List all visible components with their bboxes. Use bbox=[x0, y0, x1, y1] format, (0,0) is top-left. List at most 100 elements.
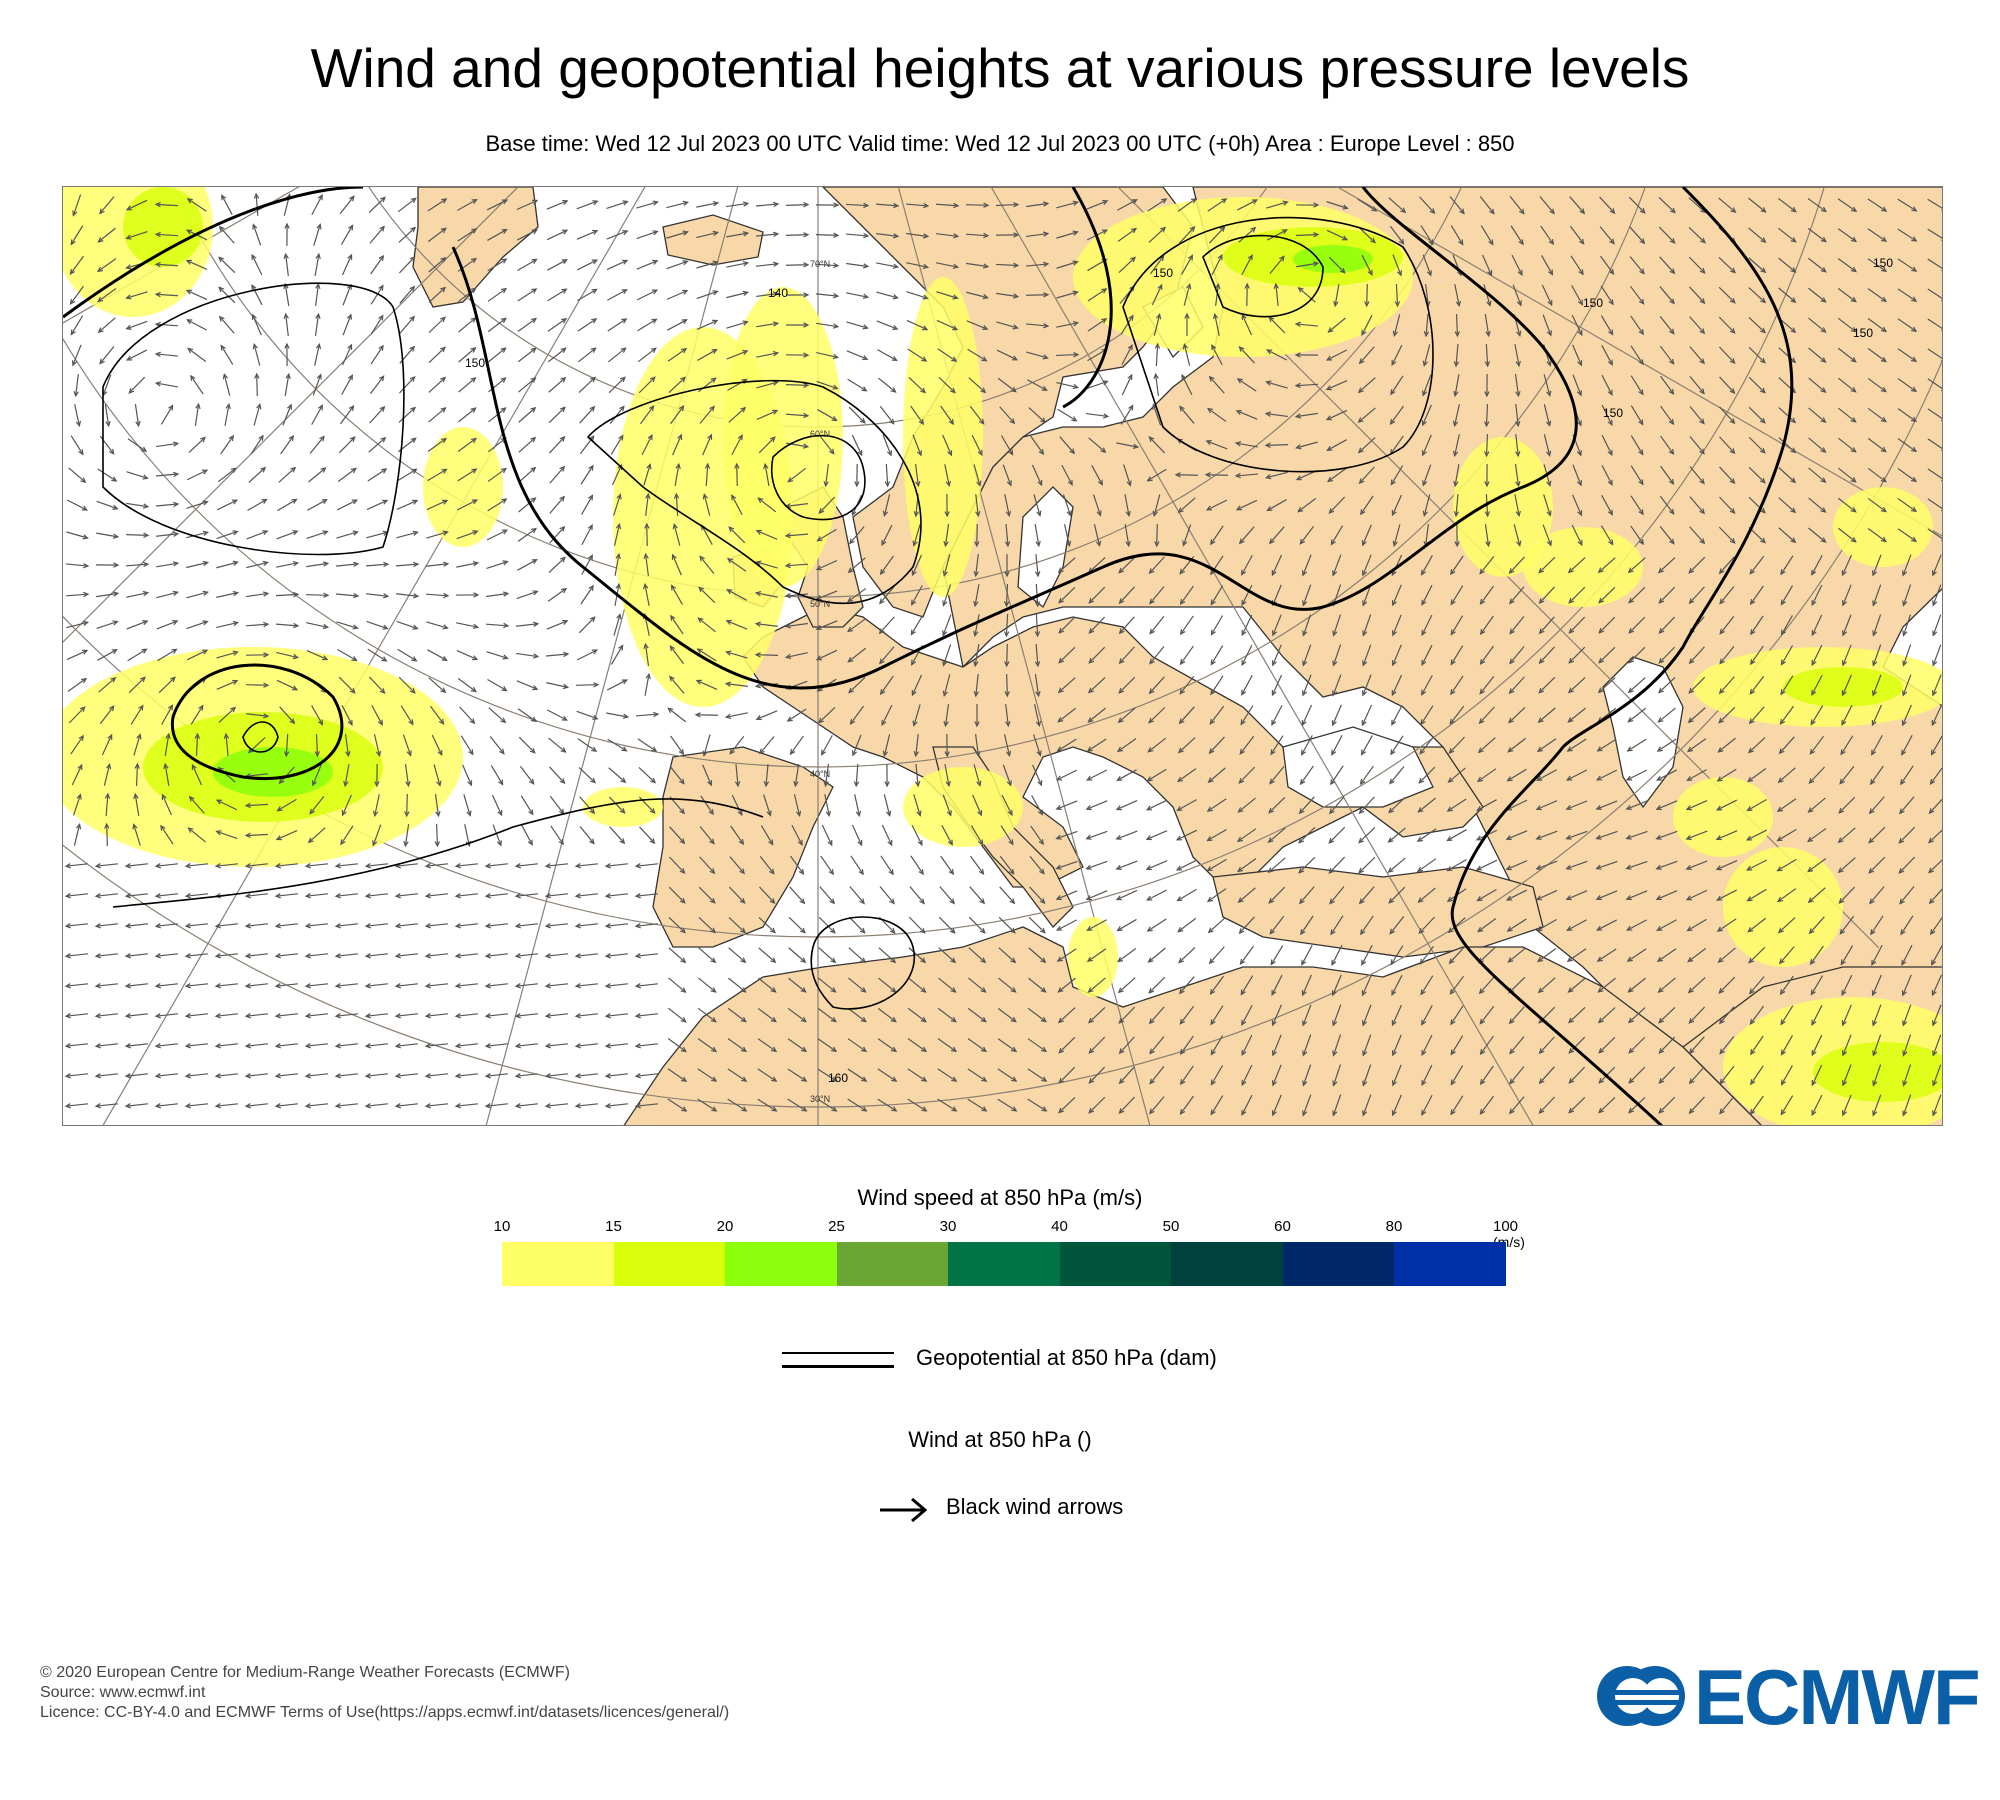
wind-arrow bbox=[1599, 226, 1615, 245]
wind-arrow bbox=[1508, 1096, 1525, 1115]
wind-arrow bbox=[1421, 1034, 1433, 1057]
wind-arrow bbox=[1749, 1095, 1764, 1116]
wind-arrow bbox=[1688, 226, 1706, 244]
wind-arrow bbox=[965, 202, 990, 208]
wind-arrow bbox=[98, 676, 117, 693]
wind-arrow bbox=[756, 291, 780, 298]
wind-arrow bbox=[1391, 644, 1402, 667]
wind-arrow bbox=[847, 1038, 868, 1053]
wind-arrow bbox=[1362, 1004, 1372, 1027]
wind-arrow bbox=[1270, 735, 1284, 756]
wind-arrow bbox=[284, 342, 290, 367]
wind-arrow bbox=[486, 529, 509, 541]
wind-arrow bbox=[1685, 799, 1708, 811]
wind-arrow bbox=[1268, 796, 1286, 814]
wind-arrow bbox=[1154, 342, 1161, 367]
wind-arrow bbox=[548, 406, 566, 424]
colorbar-tick-label: 100 bbox=[1492, 1218, 1519, 1235]
wind-arrow bbox=[487, 317, 507, 333]
wind-arrow bbox=[1388, 886, 1406, 904]
wind-arrow bbox=[1927, 528, 1942, 542]
wind-arrow bbox=[1897, 198, 1918, 212]
wind-arrow bbox=[457, 677, 477, 693]
wind-speed-area bbox=[1453, 437, 1553, 577]
wind-arrow bbox=[1358, 226, 1376, 244]
wind-arrow bbox=[398, 256, 416, 274]
wind-arrow bbox=[134, 404, 141, 428]
wind-arrow bbox=[1601, 404, 1613, 427]
wind-arrow bbox=[580, 584, 594, 605]
wind-arrow bbox=[69, 285, 84, 306]
wind-arrow bbox=[876, 233, 900, 239]
wind-arrow bbox=[433, 764, 442, 787]
wind-arrow bbox=[1513, 524, 1522, 547]
wind-arrow bbox=[643, 463, 652, 486]
wind-arrow bbox=[726, 349, 749, 360]
wind-arrow bbox=[364, 953, 388, 959]
wind-arrow bbox=[1898, 826, 1916, 844]
wind-arrow bbox=[154, 1043, 178, 1049]
wind-arrow bbox=[399, 315, 415, 334]
wind-arrow bbox=[883, 794, 892, 818]
wind-arrow bbox=[1454, 523, 1460, 548]
wind-arrow bbox=[1927, 198, 1942, 211]
wind-arrow bbox=[967, 1098, 988, 1112]
wind-arrow bbox=[315, 282, 321, 306]
wind-arrow bbox=[1568, 646, 1586, 664]
wind-arrow bbox=[278, 766, 295, 785]
wind-arrow bbox=[1055, 860, 1078, 870]
wind-arrow bbox=[125, 349, 148, 361]
wind-arrow bbox=[912, 704, 921, 727]
wind-arrow bbox=[1811, 1094, 1823, 1117]
wind-arrow bbox=[245, 652, 270, 658]
wind-arrow bbox=[755, 231, 780, 238]
wind-arrow bbox=[1234, 441, 1258, 448]
wind-arrow bbox=[820, 855, 835, 876]
wind-arrow bbox=[424, 1043, 448, 1049]
wind-arrow bbox=[785, 352, 810, 358]
wind-arrow bbox=[911, 554, 923, 577]
wind-arrow bbox=[244, 832, 269, 839]
wind-arrow bbox=[1598, 1096, 1616, 1114]
wind-arrow bbox=[66, 649, 89, 661]
wind-arrow bbox=[851, 824, 863, 847]
wind-arrow bbox=[454, 923, 478, 929]
wind-arrow bbox=[1148, 1006, 1165, 1025]
wind-arrow bbox=[1392, 524, 1401, 547]
footer-licence: Licence: CC-BY-4.0 and ECMWF Terms of Us… bbox=[40, 1704, 730, 1721]
wind-arrow bbox=[1808, 407, 1827, 423]
wind-arrow bbox=[190, 704, 204, 725]
wind-arrow bbox=[275, 622, 300, 629]
wind-arrow bbox=[463, 794, 472, 817]
wind-arrow bbox=[70, 225, 84, 246]
wind-arrow bbox=[1266, 229, 1288, 241]
wind-arrow bbox=[486, 199, 509, 211]
wind-arrow bbox=[785, 262, 810, 268]
wind-arrow bbox=[96, 500, 119, 510]
wind-arrow bbox=[758, 977, 777, 993]
wind-arrow bbox=[488, 347, 507, 363]
wind-arrow bbox=[428, 407, 447, 423]
wind-arrow bbox=[1482, 254, 1493, 277]
wind-arrow bbox=[161, 704, 173, 725]
wind-arrow bbox=[218, 706, 237, 723]
wind-arrow bbox=[1088, 1096, 1106, 1114]
wind-arrow bbox=[64, 953, 88, 959]
wind-arrow bbox=[1118, 1066, 1135, 1085]
wind-arrow bbox=[1005, 704, 1011, 728]
wind-arrow bbox=[1057, 408, 1078, 422]
wind-arrow bbox=[816, 528, 837, 542]
wind-arrow bbox=[1572, 374, 1582, 397]
wind-arrow bbox=[1719, 586, 1735, 605]
wind-arrow bbox=[1273, 282, 1279, 307]
wind-arrow bbox=[1902, 674, 1912, 697]
wind-arrow bbox=[1004, 673, 1010, 698]
wind-arrow bbox=[905, 202, 930, 209]
forecast-map[interactable]: 70°N 60°N 50°N 40°N 30°N 150 140 150 150 150 150 1… bbox=[62, 186, 1943, 1126]
wind-arrow bbox=[1837, 827, 1856, 844]
wind-arrow bbox=[184, 923, 208, 929]
arrow-icon bbox=[880, 1497, 928, 1523]
wind-arrow bbox=[1034, 524, 1041, 548]
wind-arrow bbox=[1747, 768, 1767, 783]
ecmwf-logo[interactable]: ECMWF bbox=[1593, 1653, 1981, 1741]
